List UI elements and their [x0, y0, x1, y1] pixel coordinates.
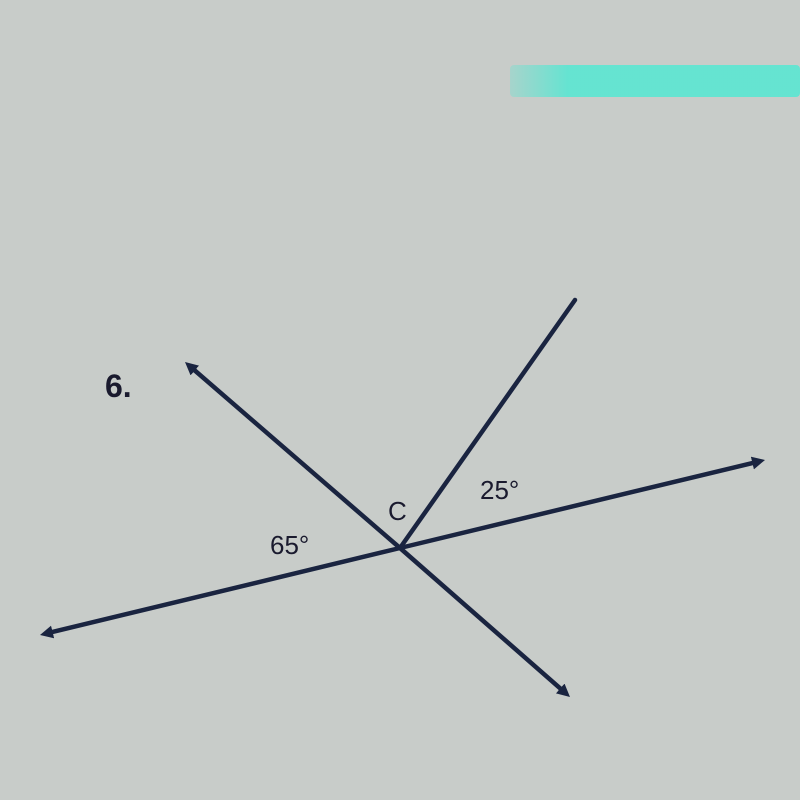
angle-label-25: 25°: [480, 475, 519, 506]
vertex-label: C: [388, 496, 407, 527]
rays-svg: [0, 0, 800, 800]
angle-label-65: 65°: [270, 530, 309, 561]
angle-diagram: C 65° 25°: [0, 0, 800, 800]
